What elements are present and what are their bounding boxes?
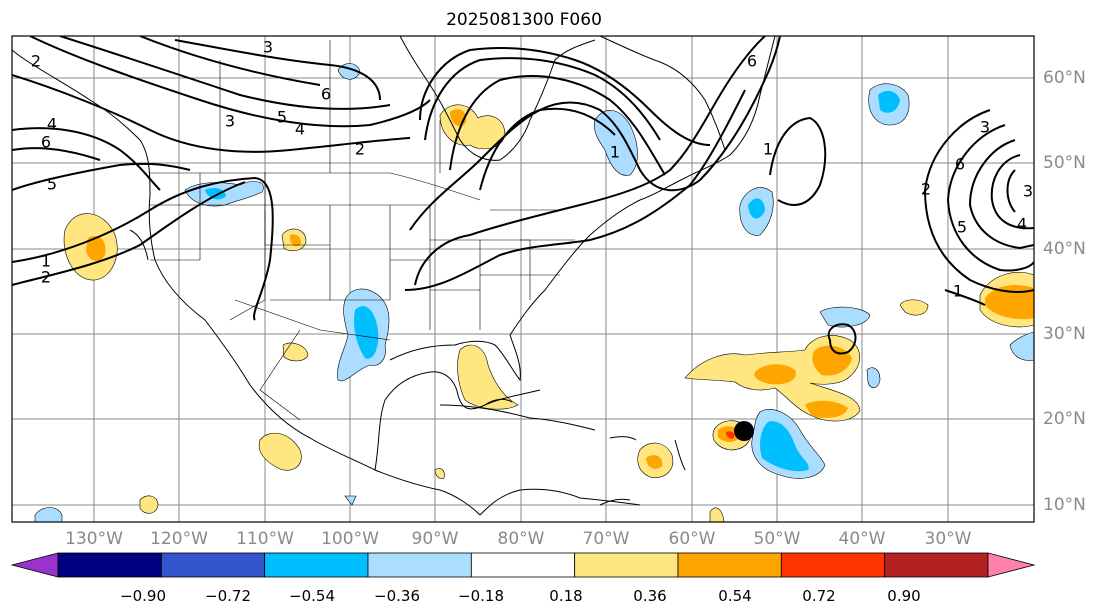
- colorbar-segment: [367, 552, 472, 578]
- contour-label: 4: [47, 115, 57, 134]
- contour-label: 4: [1017, 215, 1027, 234]
- contour-label: 1: [763, 140, 773, 159]
- colorbar: [10, 552, 1036, 578]
- political-borders: [150, 40, 601, 421]
- contour-label: 3: [263, 38, 273, 57]
- shade-warm: [457, 344, 519, 410]
- contour-label: 5: [277, 108, 287, 127]
- colorbar-tick-label: −0.36: [374, 587, 420, 605]
- storm-position-marker: [734, 421, 754, 441]
- lon-label: 110°W: [236, 529, 294, 549]
- lon-label: 50°W: [753, 529, 801, 549]
- shade-cool-core: [760, 421, 809, 472]
- contour-label: 2: [41, 268, 51, 287]
- lon-label: 60°W: [668, 529, 716, 549]
- contour-label-group: 1 2 3 4 5 6 2 3 5 4 2 6 1 6 1 3 2 6 5 4 …: [31, 38, 1033, 301]
- lat-label: 20°N: [1043, 409, 1086, 429]
- colorbar-tick-label: −0.90: [120, 587, 166, 605]
- shade-warm: [282, 342, 309, 362]
- shade-warm-core: [646, 455, 663, 469]
- lon-label: 40°W: [838, 529, 886, 549]
- shade-warm-core: [985, 285, 1034, 320]
- contour-label: 5: [47, 175, 57, 194]
- contour-label: 4: [295, 120, 305, 139]
- shade-warm-core: [754, 364, 796, 385]
- shade-cool: [1009, 331, 1034, 361]
- coastlines: [12, 36, 776, 516]
- colorbar-tick-label: 0.54: [718, 587, 752, 605]
- lat-label: 50°N: [1043, 153, 1086, 173]
- map-frame: [11, 35, 1035, 523]
- lon-label: 80°W: [497, 529, 545, 549]
- lat-label: 40°N: [1043, 239, 1086, 259]
- shade-cool-core: [354, 306, 379, 359]
- anomaly-shading: [34, 63, 1034, 522]
- shade-warm: [139, 495, 159, 514]
- colorbar-segment: [470, 552, 576, 578]
- colorbar-tick-label: −0.72: [205, 587, 251, 605]
- shade-cool-core: [748, 198, 765, 219]
- shade-cool: [344, 495, 357, 506]
- shade-cool: [866, 367, 881, 389]
- colorbar-segment: [57, 552, 162, 578]
- contour-label: 6: [321, 85, 331, 104]
- shade-cool-core: [205, 188, 226, 200]
- lon-label: 120°W: [150, 529, 208, 549]
- contour-label: 1: [953, 282, 963, 301]
- shade-cool: [819, 306, 871, 328]
- colorbar-segment: [574, 552, 679, 578]
- colorbar-tick-label: 0.90: [887, 587, 921, 605]
- shade-warm: [709, 507, 725, 522]
- colorbar-segment: [780, 552, 886, 578]
- contour-label: 6: [41, 133, 51, 152]
- contour-label: 1: [41, 252, 51, 271]
- contour-label: 6: [747, 52, 757, 71]
- colorbar-extend-low: [10, 552, 59, 578]
- colorbar-tick-label: 0.72: [802, 587, 836, 605]
- contour-label: 3: [980, 118, 990, 137]
- lon-label: 100°W: [321, 529, 379, 549]
- colorbar-tick-label: 0.36: [633, 587, 667, 605]
- shade-warm-core: [726, 431, 735, 439]
- contour-label: 2: [355, 140, 365, 159]
- shade-warm-core: [805, 400, 848, 418]
- map-title: 2025081300 F060: [446, 10, 602, 30]
- lat-label: 10°N: [1043, 495, 1086, 515]
- colorbar-segment: [677, 552, 782, 578]
- contour-label: 3: [1023, 182, 1033, 201]
- shade-warm: [258, 432, 302, 471]
- lon-label: 70°W: [582, 529, 630, 549]
- contour-label: 2: [921, 180, 931, 199]
- contour-lines: [12, 36, 1034, 355]
- shade-warm: [434, 468, 445, 479]
- colorbar-extend-high: [987, 552, 1036, 578]
- shade-cool: [34, 507, 63, 522]
- lon-label: 30°W: [924, 529, 972, 549]
- contour-label: 5: [957, 218, 967, 237]
- colorbar-tick-label: −0.54: [289, 587, 335, 605]
- shade-warm-core: [289, 234, 301, 247]
- lat-label: 30°N: [1043, 324, 1086, 344]
- contour-label: 2: [31, 52, 41, 71]
- contour-label: 6: [955, 155, 965, 174]
- colorbar-segment: [884, 552, 989, 578]
- shade-warm: [899, 299, 929, 316]
- colorbar-segment: [264, 552, 369, 578]
- contour-label: 3: [225, 112, 235, 131]
- lon-label: 90°W: [411, 529, 459, 549]
- colorbar-segment: [160, 552, 266, 578]
- colorbar-tick-label: 0.18: [549, 587, 583, 605]
- shade-warm: [439, 104, 506, 150]
- colorbar-tick-label: −0.18: [458, 587, 504, 605]
- shade-warm-core: [86, 235, 106, 262]
- shade-cool-core: [878, 90, 900, 113]
- contour-label: 1: [610, 143, 620, 162]
- lat-label: 60°N: [1043, 68, 1086, 88]
- lon-label: 130°W: [65, 529, 123, 549]
